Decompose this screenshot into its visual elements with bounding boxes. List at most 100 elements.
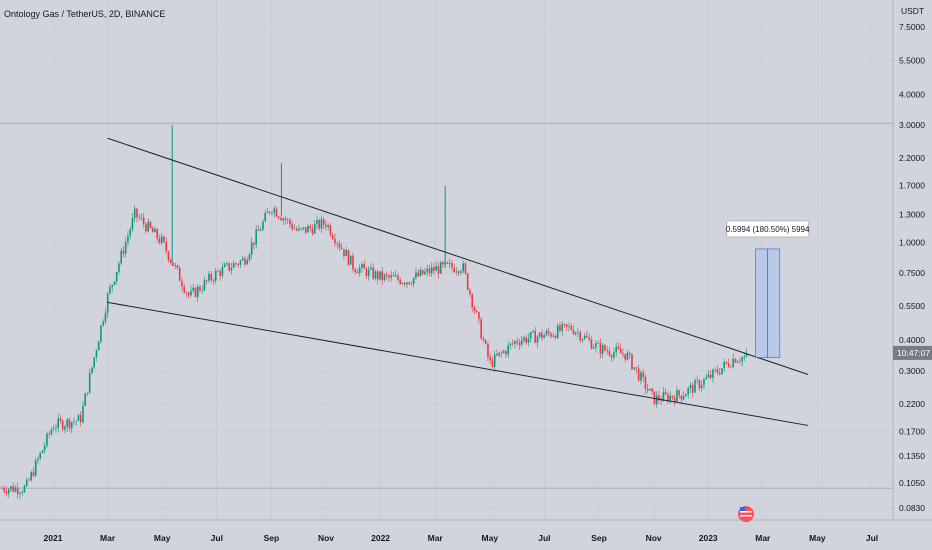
candle-body bbox=[505, 350, 507, 355]
candle bbox=[721, 367, 723, 376]
candle-body bbox=[541, 332, 543, 339]
candle bbox=[709, 370, 712, 380]
candle bbox=[160, 233, 163, 246]
candle bbox=[55, 423, 57, 434]
candle-body bbox=[604, 345, 606, 351]
candle bbox=[669, 391, 671, 404]
candle-body bbox=[349, 255, 352, 265]
candle-body bbox=[372, 267, 374, 279]
candle-body bbox=[689, 384, 692, 389]
candle bbox=[469, 288, 471, 298]
y-tick-label: 0.3000 bbox=[899, 366, 925, 376]
candle-body bbox=[352, 255, 354, 270]
candle bbox=[446, 261, 449, 265]
candle bbox=[473, 305, 476, 315]
candle bbox=[718, 368, 721, 376]
candle bbox=[5, 486, 8, 497]
candle bbox=[734, 358, 737, 364]
candle bbox=[412, 277, 415, 288]
candle bbox=[698, 379, 701, 391]
candle-body bbox=[716, 369, 719, 373]
candle-body bbox=[633, 367, 635, 370]
candle bbox=[39, 452, 41, 460]
candle-body bbox=[446, 262, 449, 264]
candle bbox=[624, 354, 626, 363]
candle-body bbox=[3, 488, 5, 492]
candle-body bbox=[34, 460, 37, 476]
candle bbox=[259, 226, 262, 232]
candle-body bbox=[84, 393, 86, 406]
y-tick-label: 1.7000 bbox=[899, 181, 925, 191]
candle bbox=[370, 262, 372, 271]
candle-body bbox=[610, 355, 613, 358]
candle-body bbox=[228, 263, 230, 271]
candle-body bbox=[75, 420, 77, 422]
candle-body bbox=[721, 368, 723, 375]
y-tick-label: 1.0000 bbox=[899, 237, 925, 247]
candle bbox=[275, 206, 278, 217]
candle-body bbox=[316, 219, 318, 225]
candle-body bbox=[685, 394, 687, 397]
candle-body bbox=[565, 324, 568, 327]
candle-body bbox=[16, 487, 19, 494]
candle bbox=[352, 252, 354, 273]
candle bbox=[149, 220, 152, 230]
candle bbox=[723, 358, 725, 372]
candle-body bbox=[628, 352, 631, 355]
candle-body bbox=[232, 263, 235, 268]
candle-body bbox=[655, 395, 658, 405]
last-price-label-bg bbox=[893, 345, 932, 360]
candle bbox=[221, 262, 224, 279]
candle bbox=[379, 271, 381, 282]
candle-body bbox=[21, 492, 23, 494]
candle bbox=[262, 219, 264, 232]
candle bbox=[102, 319, 104, 328]
candle-body bbox=[356, 271, 359, 274]
candle bbox=[376, 269, 379, 285]
candle-body bbox=[473, 307, 476, 311]
candle-body bbox=[426, 268, 428, 272]
candle bbox=[424, 267, 426, 276]
candle bbox=[619, 343, 622, 354]
candle-body bbox=[592, 347, 595, 349]
candle bbox=[736, 359, 739, 363]
candle bbox=[313, 220, 316, 235]
candle-body bbox=[70, 422, 73, 429]
candle-body bbox=[734, 358, 737, 363]
x-tick-label: May bbox=[482, 533, 499, 543]
candle-body bbox=[109, 286, 111, 294]
candle-body bbox=[617, 346, 620, 349]
candle bbox=[523, 335, 525, 343]
candle bbox=[176, 264, 179, 270]
candle-body bbox=[412, 277, 415, 285]
event-marker-icon[interactable] bbox=[738, 506, 754, 522]
candle bbox=[95, 348, 98, 362]
candle bbox=[120, 247, 122, 266]
candle-body bbox=[705, 377, 707, 380]
candle bbox=[111, 284, 113, 292]
candle bbox=[320, 215, 323, 234]
candle-body bbox=[498, 352, 500, 356]
candle bbox=[237, 262, 239, 268]
candle-body bbox=[658, 395, 660, 401]
candle-body bbox=[563, 323, 566, 325]
candle bbox=[689, 382, 692, 394]
candle bbox=[662, 387, 665, 402]
candle-body bbox=[50, 429, 53, 435]
candle-body bbox=[298, 228, 300, 231]
candle-body bbox=[660, 400, 662, 402]
candle-body bbox=[370, 267, 372, 270]
candle bbox=[658, 390, 660, 405]
candle bbox=[682, 391, 685, 401]
candle-body bbox=[250, 242, 253, 255]
candle-body bbox=[113, 281, 116, 285]
candle bbox=[649, 388, 651, 391]
candle bbox=[439, 260, 442, 275]
candle bbox=[514, 340, 516, 349]
candle-body bbox=[325, 224, 327, 228]
candle bbox=[583, 332, 586, 341]
candle-body bbox=[478, 312, 480, 320]
candle-body bbox=[248, 254, 251, 260]
candle bbox=[570, 323, 572, 331]
